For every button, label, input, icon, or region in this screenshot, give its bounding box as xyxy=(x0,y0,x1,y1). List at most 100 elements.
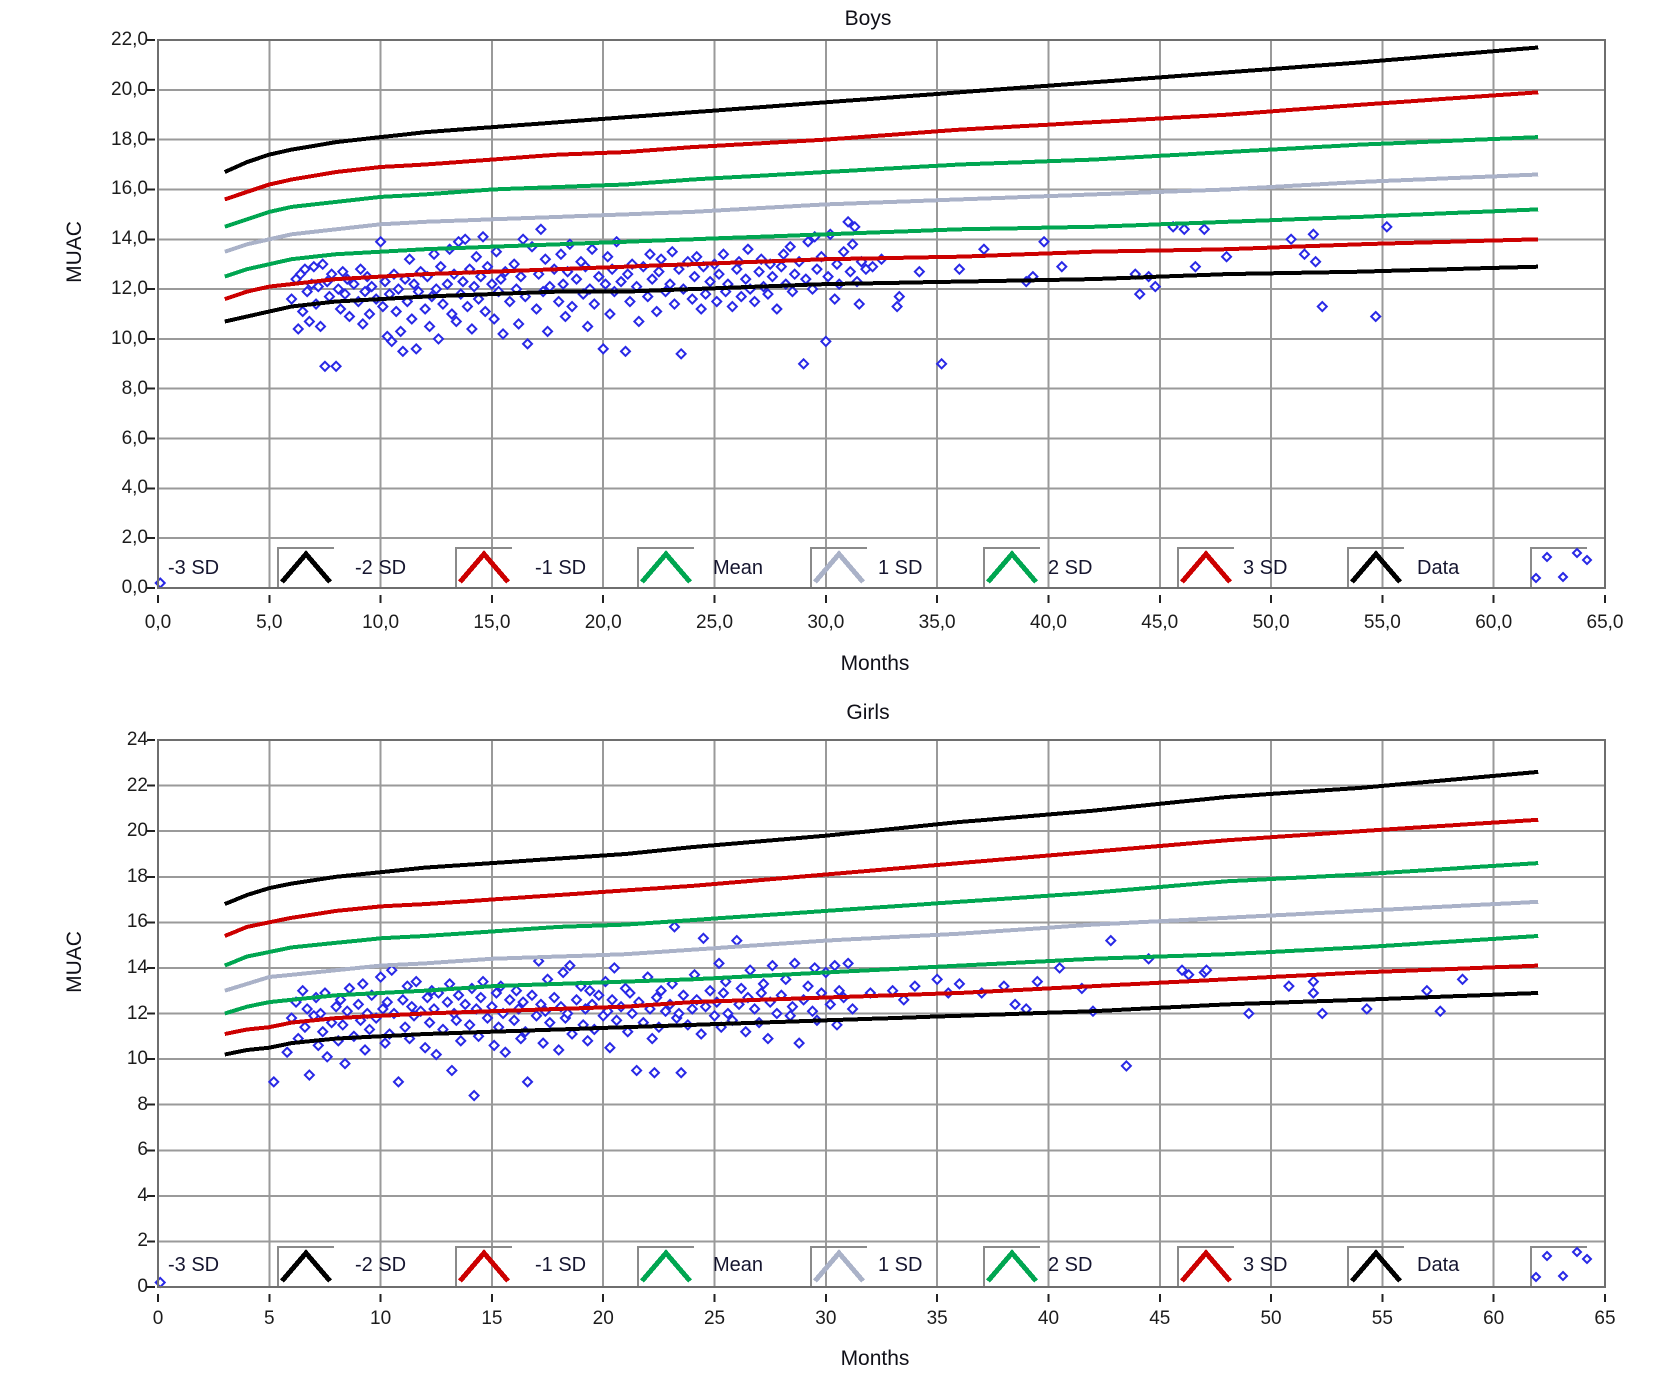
data-point xyxy=(401,980,414,993)
legend-sample-mean[interactable] xyxy=(810,1246,867,1286)
legend-label-data[interactable]: Data xyxy=(1417,1254,1460,1276)
legend-sample-data[interactable] xyxy=(1530,1246,1593,1286)
data-point xyxy=(592,989,605,1002)
legend-label--1-sd[interactable]: -1 SD xyxy=(535,557,587,579)
legend-sample-1-sd[interactable] xyxy=(983,1246,1040,1286)
data-point xyxy=(1038,235,1050,248)
legend-line-sample xyxy=(640,550,692,584)
legend-sample-1-sd[interactable] xyxy=(983,547,1040,587)
data-point xyxy=(354,263,367,276)
data-point xyxy=(452,989,465,1002)
data-point xyxy=(1055,260,1068,273)
legend-sample--2-sd[interactable] xyxy=(455,1246,512,1286)
legend-line-sample xyxy=(458,1249,510,1283)
data-point xyxy=(626,1007,639,1020)
legend-label--3-sd[interactable]: -3 SD xyxy=(168,1254,220,1276)
x-axis-label-months-boys: Months xyxy=(840,652,910,675)
legend-sample-2-sd[interactable] xyxy=(1177,547,1234,587)
curve--1-sd xyxy=(224,207,1539,279)
x-tick-label: 45 xyxy=(1149,1308,1171,1329)
legend-label-mean[interactable]: Mean xyxy=(713,557,764,579)
legend-label-2-sd[interactable]: 2 SD xyxy=(1048,1254,1093,1276)
data-point xyxy=(430,283,443,296)
x-tick-label: 10,0 xyxy=(362,612,400,633)
data-point xyxy=(762,288,774,300)
legend-label-3-sd[interactable]: 3 SD xyxy=(1243,1254,1288,1276)
legend-box-border xyxy=(1177,547,1234,587)
data-point xyxy=(419,1041,432,1054)
data-point xyxy=(648,1066,661,1079)
legend-line-sample xyxy=(1350,550,1402,584)
legend-label--3-sd[interactable]: -3 SD xyxy=(168,557,220,579)
curve-mean xyxy=(224,899,1539,993)
data-point xyxy=(603,1041,616,1054)
data-point xyxy=(717,248,730,261)
legend-sample-2-sd[interactable] xyxy=(1177,1246,1234,1286)
data-point xyxy=(499,1046,512,1059)
data-point xyxy=(296,984,309,997)
data-point xyxy=(461,300,474,313)
data-point xyxy=(481,1012,494,1024)
legend-sample-data[interactable] xyxy=(1530,547,1593,587)
legend-label-2-sd[interactable]: 2 SD xyxy=(1048,557,1093,579)
legend-sample--1-sd[interactable] xyxy=(637,1246,694,1286)
data-point xyxy=(301,285,314,298)
data-point xyxy=(336,265,349,278)
curve-1-sd xyxy=(224,861,1539,968)
y-tick-label: 8,0 xyxy=(121,377,148,399)
legend-label-1-sd[interactable]: 1 SD xyxy=(878,1254,923,1276)
data-point xyxy=(668,298,681,310)
y-tick-label: 20,0 xyxy=(111,78,148,100)
data-point xyxy=(599,278,612,291)
legend-sample--3-sd[interactable] xyxy=(277,1246,334,1286)
data-point xyxy=(557,278,570,291)
data-point xyxy=(866,260,879,273)
x-tick-label: 20 xyxy=(592,1308,614,1329)
data-point xyxy=(779,973,792,986)
x-tick-label: 15 xyxy=(481,1308,503,1329)
legend-sample-3-sd[interactable] xyxy=(1347,1246,1404,1286)
data-point xyxy=(423,320,436,333)
legend-sample-3-sd[interactable] xyxy=(1347,547,1404,587)
data-point xyxy=(334,303,347,315)
data-point xyxy=(534,223,547,236)
chart-boys xyxy=(147,39,1606,603)
data-point xyxy=(321,1050,334,1063)
data-point xyxy=(735,290,748,303)
legend-label-3-sd[interactable]: 3 SD xyxy=(1243,557,1288,579)
legend-label--1-sd[interactable]: -1 SD xyxy=(535,1254,587,1276)
legend-label-mean[interactable]: Mean xyxy=(713,1254,764,1276)
data-point xyxy=(755,987,768,999)
data-point xyxy=(421,991,434,1004)
legend-label--2-sd[interactable]: -2 SD xyxy=(355,1254,407,1276)
data-point xyxy=(463,1018,476,1031)
data-point xyxy=(296,305,309,318)
legend-label-1-sd[interactable]: 1 SD xyxy=(878,557,923,579)
legend-sample--1-sd[interactable] xyxy=(637,547,694,587)
legend-sample-mean[interactable] xyxy=(810,547,867,587)
y-tick-label: 12 xyxy=(126,1002,148,1024)
legend-sample--2-sd[interactable] xyxy=(455,547,512,587)
x-tick-label: 50 xyxy=(1260,1308,1282,1329)
data-point xyxy=(490,987,503,999)
data-point xyxy=(675,347,688,360)
data-point xyxy=(717,987,730,999)
legend-label--2-sd[interactable]: -2 SD xyxy=(355,557,407,579)
data-point xyxy=(581,320,594,333)
data-point xyxy=(757,977,770,990)
data-point xyxy=(323,290,336,303)
curve-2-sd xyxy=(224,90,1539,202)
legend-box-border xyxy=(277,547,334,587)
legend-label-data[interactable]: Data xyxy=(1417,557,1460,579)
data-point xyxy=(739,1025,752,1038)
y-tick-label: 6,0 xyxy=(121,427,148,449)
data-point xyxy=(474,270,487,283)
data-point xyxy=(434,260,447,273)
data-point xyxy=(1104,934,1117,947)
legend-sample--3-sd[interactable] xyxy=(277,547,334,587)
data-point xyxy=(688,270,701,283)
data-point xyxy=(339,288,351,300)
data-point xyxy=(339,1057,351,1070)
data-point xyxy=(512,318,525,330)
data-point xyxy=(748,295,761,308)
